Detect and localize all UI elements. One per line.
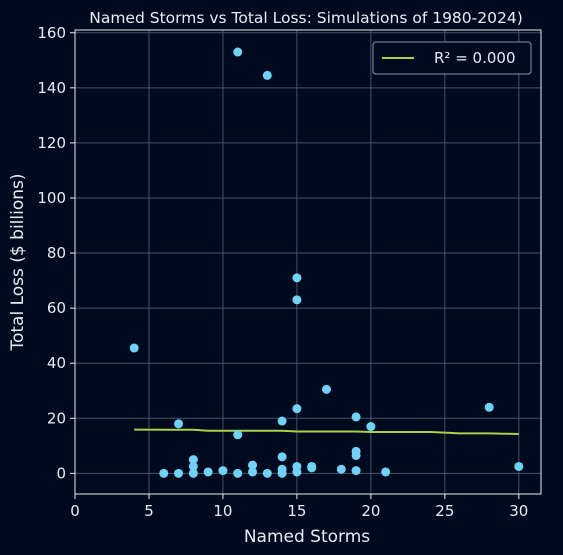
y-axis-label: Total Loss ($ billions) bbox=[8, 174, 28, 352]
y-tick-label: 120 bbox=[37, 134, 66, 152]
x-tick-label: 0 bbox=[70, 502, 80, 520]
data-point bbox=[351, 412, 361, 422]
data-point bbox=[292, 295, 302, 305]
data-point bbox=[292, 404, 302, 414]
data-point bbox=[381, 467, 391, 477]
data-point bbox=[292, 273, 302, 283]
y-tick-label: 160 bbox=[37, 24, 66, 42]
x-axis-label: Named Storms bbox=[244, 527, 370, 547]
chart-title: Named Storms vs Total Loss: Simulations … bbox=[89, 9, 523, 27]
data-point bbox=[292, 467, 302, 477]
data-point bbox=[188, 461, 198, 471]
data-point bbox=[174, 419, 184, 429]
data-point bbox=[174, 468, 184, 478]
data-point bbox=[277, 468, 287, 478]
data-point bbox=[159, 468, 169, 478]
data-point bbox=[248, 460, 258, 470]
data-point bbox=[321, 384, 331, 394]
x-axis-ticks: 0 5 10 15 20 25 30 bbox=[70, 494, 528, 520]
data-point bbox=[233, 47, 243, 57]
trendline bbox=[134, 428, 519, 435]
y-tick-label: 140 bbox=[37, 79, 66, 97]
x-tick-label: 30 bbox=[509, 502, 528, 520]
y-axis-ticks: 0 20 40 60 80 100 120 140 160 bbox=[37, 24, 75, 482]
data-point bbox=[484, 402, 494, 412]
data-point bbox=[262, 70, 272, 80]
data-point bbox=[248, 467, 258, 477]
data-point bbox=[262, 468, 272, 478]
data-points bbox=[129, 47, 524, 478]
data-point bbox=[277, 452, 287, 462]
y-tick-label: 0 bbox=[56, 464, 66, 482]
x-tick-label: 15 bbox=[287, 502, 306, 520]
data-point bbox=[307, 463, 317, 473]
data-point bbox=[277, 416, 287, 426]
x-tick-label: 20 bbox=[361, 502, 380, 520]
data-point bbox=[203, 467, 213, 477]
legend-trendline-label: R² = 0.000 bbox=[434, 49, 515, 67]
plot-frame bbox=[74, 29, 542, 495]
data-point bbox=[351, 450, 361, 460]
data-point bbox=[351, 466, 361, 476]
data-point bbox=[366, 422, 376, 432]
trendline-group bbox=[134, 428, 519, 435]
data-point bbox=[514, 461, 524, 471]
legend-box bbox=[372, 41, 532, 75]
data-point bbox=[218, 466, 228, 476]
y-tick-label: 60 bbox=[47, 299, 66, 317]
legend: R² = 0.000 bbox=[372, 41, 532, 75]
data-point bbox=[188, 468, 198, 478]
y-tick-label: 80 bbox=[47, 244, 66, 262]
data-point bbox=[188, 455, 198, 465]
data-point bbox=[336, 464, 346, 474]
y-tick-label: 100 bbox=[37, 189, 66, 207]
grid-lines bbox=[74, 30, 541, 494]
y-tick-label: 40 bbox=[47, 354, 66, 372]
data-point bbox=[233, 468, 243, 478]
data-point bbox=[129, 343, 139, 353]
x-tick-label: 10 bbox=[213, 502, 232, 520]
data-point bbox=[233, 430, 243, 440]
x-tick-label: 25 bbox=[435, 502, 454, 520]
y-tick-label: 20 bbox=[47, 409, 66, 427]
x-tick-label: 5 bbox=[144, 502, 154, 520]
